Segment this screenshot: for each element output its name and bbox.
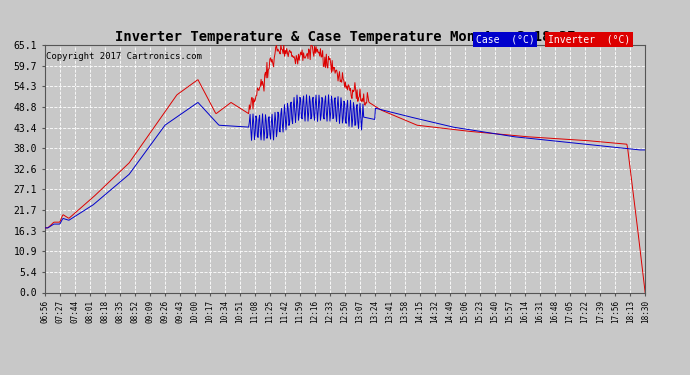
Text: Inverter  (°C): Inverter (°C) — [548, 34, 630, 45]
Title: Inverter Temperature & Case Temperature Mon Apr 3 18:37: Inverter Temperature & Case Temperature … — [115, 30, 575, 44]
Text: Copyright 2017 Cartronics.com: Copyright 2017 Cartronics.com — [46, 53, 202, 62]
Text: Case  (°C): Case (°C) — [476, 34, 535, 45]
